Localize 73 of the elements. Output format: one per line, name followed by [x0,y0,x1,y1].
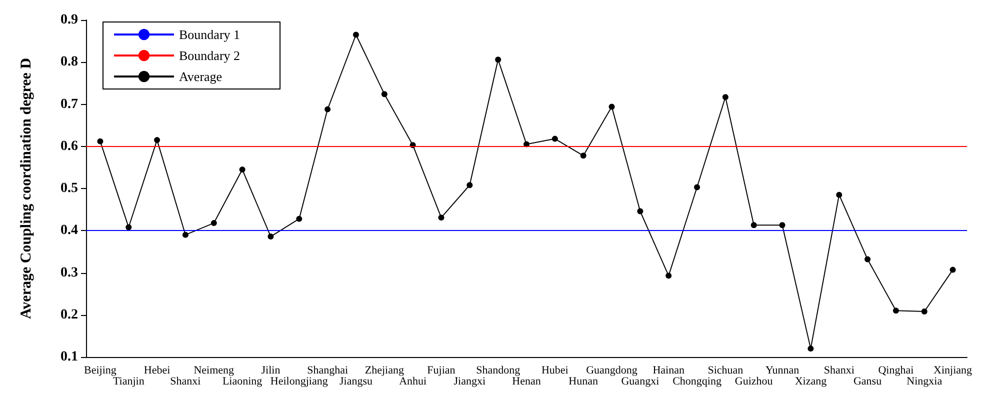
y-axis-title: Average Coupling coordination degree D [18,58,34,320]
x-tick-label: Hunan [568,376,598,388]
point [438,214,444,221]
x-tick-label: Hainan [652,364,685,376]
point [466,182,473,188]
point [552,136,558,142]
x-tick-label: Xinjiang [934,364,973,376]
x-tick-label: Zhejiang [364,364,404,376]
y-tick-label: 0.6 [60,138,78,154]
x-tick-label: Guizhou [734,376,774,388]
point [324,106,331,112]
point [154,137,160,144]
point [97,138,104,144]
point [608,104,615,110]
point [182,232,188,238]
point [779,222,786,228]
x-tick-label: Guangdong [586,364,638,376]
x-tick-label: Qinghai [878,364,914,376]
x-tick-label: Jilin [261,364,281,376]
x-tick-label: Jiangxi [454,376,486,388]
x-tick-label: Tianjin [112,376,145,388]
legend-label: Boundary 1 [179,27,240,42]
legend-label: Boundary 2 [179,48,240,63]
x-tick-label: Liaoning [222,376,263,388]
point [381,91,388,98]
x-tick-label: Chongqing [672,376,722,388]
point [892,308,899,314]
point [950,266,956,273]
point [296,216,302,222]
x-tick-label: Gansu [853,376,882,388]
x-tick-label: Hubei [541,364,568,376]
x-tick-label: Shanghai [307,364,348,376]
y-tick-label: 0.7 [60,96,78,112]
point [836,192,842,198]
y-tick-label: 0.5 [60,181,78,196]
y-tick-label: 0.3 [60,265,78,280]
point [352,32,359,38]
point [666,272,672,279]
y-tick-label: 0.4 [60,223,78,238]
x-tick-label: Ningxia [906,376,942,388]
y-tick-label: 0.1 [60,350,78,364]
x-tick-label: Beijing [84,364,117,376]
x-tick-label: Yunnan [765,364,800,376]
point [694,184,700,190]
point [239,166,246,173]
point [864,256,871,262]
point [722,94,728,100]
point [808,346,814,352]
point [126,224,132,230]
x-tick-label: Xizang [794,376,828,388]
x-tick-label: Heilongjiang [270,376,328,388]
y-tick-label: 0.9 [60,12,78,28]
point [921,308,928,315]
point [580,152,586,159]
y-tick-label: 0.2 [60,307,78,322]
x-tick-label: Jiangsu [339,376,373,388]
point [268,234,274,240]
x-tick-label: Fujian [427,364,456,376]
x-tick-label: Anhui [399,376,427,388]
x-tick-label: Hebei [144,364,170,376]
point [495,56,502,63]
legend-label: Average [179,69,222,84]
x-tick-label: Neimeng [194,364,235,376]
x-tick-label: Sichuan [708,364,744,376]
y-tick-label: 0.8 [60,54,78,70]
point [210,220,217,226]
point [637,208,644,214]
x-tick-label: Shanxi [824,364,854,376]
x-tick-label: Shandong [476,364,521,376]
x-tick-label: Shanxi [170,376,201,388]
point [750,222,757,228]
x-tick-label: Guangxi [621,376,660,388]
x-tick-label: Henan [512,376,542,388]
